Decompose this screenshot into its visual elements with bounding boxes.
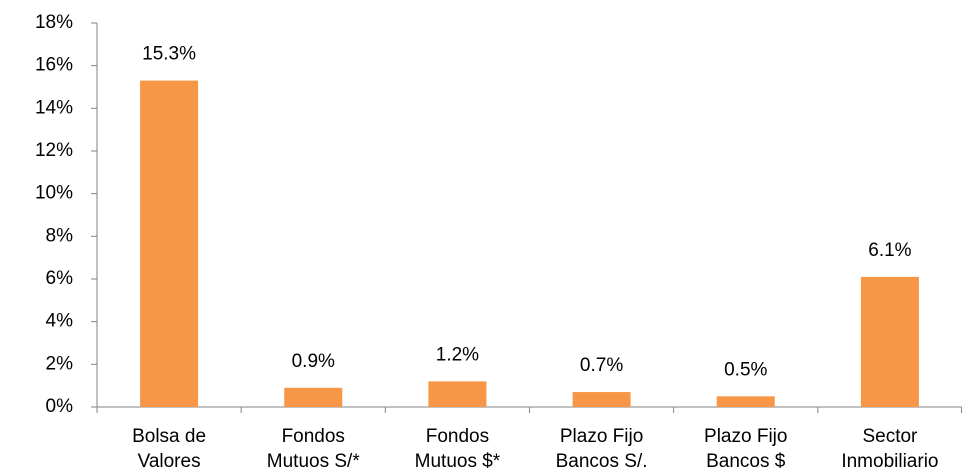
y-tick-label: 4% bbox=[46, 311, 74, 332]
data-label: 0.9% bbox=[292, 351, 335, 372]
bar bbox=[716, 396, 775, 407]
bar bbox=[428, 381, 487, 407]
y-tick-label: 6% bbox=[46, 268, 74, 289]
x-tick-label: Bancos $ bbox=[706, 451, 786, 472]
y-tick-label: 18% bbox=[35, 12, 73, 33]
x-tick-label: Plazo Fijo bbox=[704, 426, 787, 447]
bar bbox=[860, 276, 919, 407]
y-tick-label: 12% bbox=[35, 140, 73, 161]
x-tick-label: Plazo Fijo bbox=[560, 426, 643, 447]
x-tick-label: Sector bbox=[862, 426, 918, 447]
y-tick-label: 10% bbox=[35, 183, 73, 204]
x-tick-label: Fondos bbox=[426, 426, 489, 447]
data-label: 0.5% bbox=[724, 359, 767, 380]
x-tick-label: Inmobiliario bbox=[841, 451, 938, 472]
x-tick-label: Fondos bbox=[282, 426, 345, 447]
y-tick-label: 8% bbox=[46, 225, 74, 246]
x-tick-label: Bancos S/. bbox=[556, 451, 648, 472]
x-tick-label: Valores bbox=[138, 451, 201, 472]
bar bbox=[140, 80, 199, 407]
y-tick-label: 2% bbox=[46, 353, 74, 374]
data-label: 15.3% bbox=[142, 44, 196, 65]
bar bbox=[572, 392, 631, 407]
data-label: 6.1% bbox=[868, 240, 911, 261]
bar bbox=[284, 387, 343, 407]
y-tick-label: 0% bbox=[46, 396, 74, 417]
x-tick-label: Mutuos S/* bbox=[267, 451, 361, 472]
x-tick-label: Bolsa de bbox=[132, 426, 206, 447]
y-tick-label: 16% bbox=[35, 55, 73, 76]
x-tick-label: Mutuos $* bbox=[415, 451, 501, 472]
data-label: 0.7% bbox=[580, 355, 623, 376]
y-tick-label: 14% bbox=[35, 97, 73, 118]
data-label: 1.2% bbox=[436, 344, 479, 365]
